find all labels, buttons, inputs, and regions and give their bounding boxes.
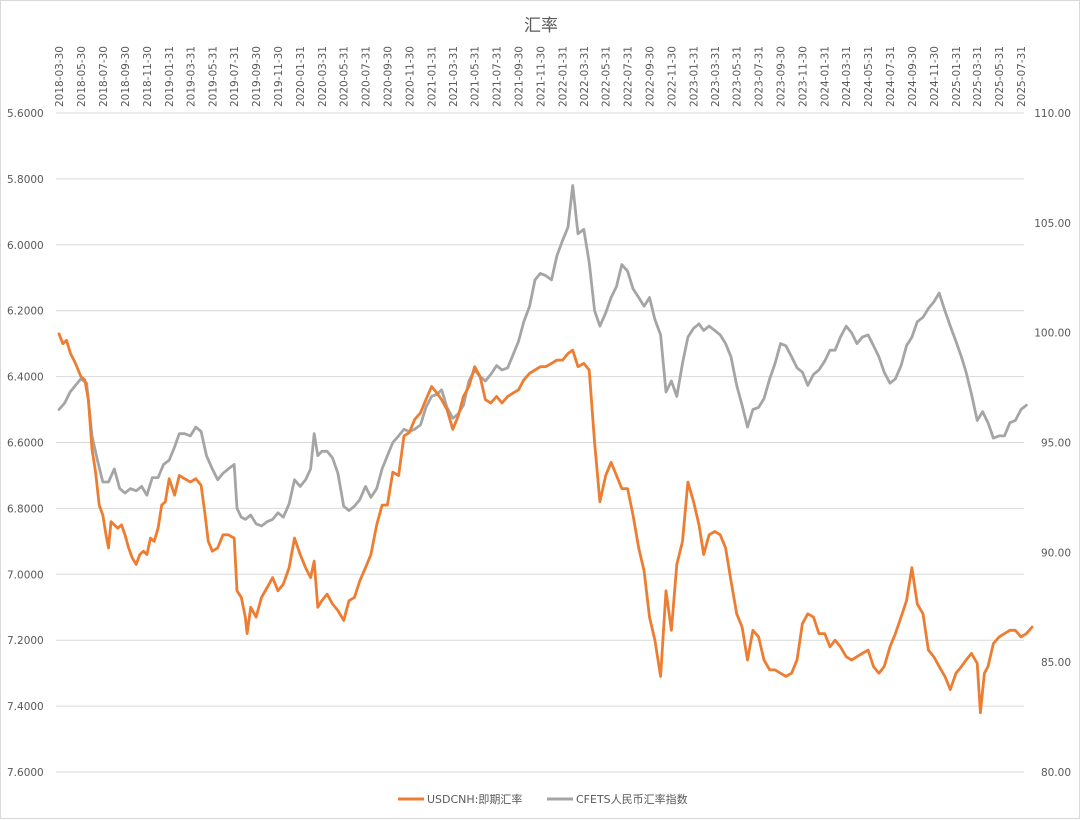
x-tick-label: 2021-09-30 — [513, 46, 525, 107]
x-tick-label: 2022-09-30 — [644, 46, 656, 107]
left-y-tick-label: 5.8000 — [7, 174, 44, 186]
x-tick-label: 2019-09-30 — [251, 46, 263, 107]
x-tick-label: 2022-03-31 — [579, 46, 591, 107]
x-tick-label: 2022-07-31 — [623, 46, 635, 107]
x-tick-label: 2021-01-31 — [427, 46, 439, 107]
left-y-tick-label: 7.0000 — [7, 569, 44, 581]
x-tick-label: 2023-11-30 — [797, 46, 809, 107]
x-tick-label: 2024-05-31 — [863, 46, 875, 107]
x-tick-label: 2022-01-31 — [558, 46, 570, 107]
x-tick-label: 2020-01-31 — [295, 46, 307, 107]
left-y-axis: 5.6000 5.8000 6.0000 6.2000 6.4000 6.6000 6.80… — [7, 108, 44, 779]
x-tick-label: 2025-03-31 — [972, 46, 984, 107]
x-tick-label: 2021-07-31 — [492, 46, 504, 107]
left-y-tick-label: 7.6000 — [7, 767, 44, 779]
x-tick-label: 2019-11-30 — [273, 46, 285, 107]
x-tick-label: 2018-11-30 — [142, 46, 154, 107]
right-y-tick-label: 80.00 — [1041, 767, 1071, 779]
series-lines — [57, 184, 1034, 715]
chart-title: 汇率 — [524, 16, 558, 36]
left-y-tick-label: 7.2000 — [7, 635, 44, 647]
x-tick-label: 2018-05-30 — [76, 46, 88, 107]
legend: USDCNH:即期汇率 CFETS人民币汇率指数 — [398, 792, 688, 806]
x-tick-label: 2023-09-30 — [776, 46, 788, 107]
right-y-tick-label: 95.00 — [1041, 438, 1071, 450]
left-y-tick-label: 5.6000 — [7, 108, 44, 120]
usdcnh-series-line — [57, 332, 1034, 715]
x-tick-label: 2024-03-31 — [841, 46, 853, 107]
x-tick-label: 2023-01-31 — [689, 46, 701, 107]
legend-label: USDCNH:即期汇率 — [427, 792, 522, 806]
right-y-tick-label: 85.00 — [1041, 657, 1071, 669]
x-tick-label: 2024-11-30 — [929, 46, 941, 107]
x-tick-label: 2021-05-31 — [470, 46, 482, 107]
left-y-tick-label: 6.4000 — [7, 372, 44, 384]
left-y-tick-label: 6.8000 — [7, 503, 44, 515]
x-tick-label: 2021-11-30 — [535, 46, 547, 107]
right-y-tick-label: 100.00 — [1034, 328, 1071, 340]
left-y-tick-label: 7.4000 — [7, 701, 44, 713]
gridlines — [56, 112, 1024, 773]
x-tick-label: 2019-03-31 — [185, 46, 197, 107]
x-tick-label: 2022-11-30 — [666, 46, 678, 107]
left-y-tick-label: 6.6000 — [7, 438, 44, 450]
left-y-tick-label: 6.0000 — [7, 240, 44, 252]
x-tick-label: 2020-11-30 — [404, 46, 416, 107]
x-tick-label: 2019-07-31 — [229, 46, 241, 107]
x-tick-label: 2025-07-31 — [1016, 46, 1028, 107]
legend-label: CFETS人民币汇率指数 — [576, 792, 688, 806]
x-tick-label: 2025-05-31 — [994, 46, 1006, 107]
x-tick-label: 2018-03-30 — [54, 46, 66, 107]
x-tick-label: 2024-09-30 — [907, 46, 919, 107]
x-tick-label: 2019-05-31 — [207, 46, 219, 107]
right-y-axis: 110.00 105.00 100.00 95.00 90.00 85.00 80.00 — [1034, 108, 1071, 779]
x-tick-label: 2018-09-30 — [120, 46, 132, 107]
x-tick-label: 2023-07-31 — [754, 46, 766, 107]
left-y-tick-label: 6.2000 — [7, 306, 44, 318]
x-tick-label: 2020-05-31 — [339, 46, 351, 107]
x-tick-label: 2023-05-31 — [732, 46, 744, 107]
x-axis-ticks: 2018-03-30 2018-05-30 2018-07-30 2018-09-30… — [54, 46, 1028, 107]
x-tick-label: 2023-03-31 — [710, 46, 722, 107]
x-tick-label: 2018-07-30 — [98, 46, 110, 107]
x-tick-label: 2022-05-31 — [601, 46, 613, 107]
x-tick-label: 2024-01-31 — [820, 46, 832, 107]
right-y-tick-label: 105.00 — [1034, 218, 1071, 230]
right-y-tick-label: 110.00 — [1034, 108, 1071, 120]
x-tick-label: 2020-03-31 — [317, 46, 329, 107]
x-tick-label: 2021-03-31 — [448, 46, 460, 107]
x-tick-label: 2020-09-30 — [382, 46, 394, 107]
x-tick-label: 2024-07-31 — [885, 46, 897, 107]
cfets-index-series-line — [57, 184, 1028, 528]
x-tick-label: 2025-01-31 — [951, 46, 963, 107]
x-tick-label: 2020-07-31 — [361, 46, 373, 107]
x-tick-label: 2019-01-31 — [164, 46, 176, 107]
right-y-tick-label: 90.00 — [1041, 547, 1071, 559]
